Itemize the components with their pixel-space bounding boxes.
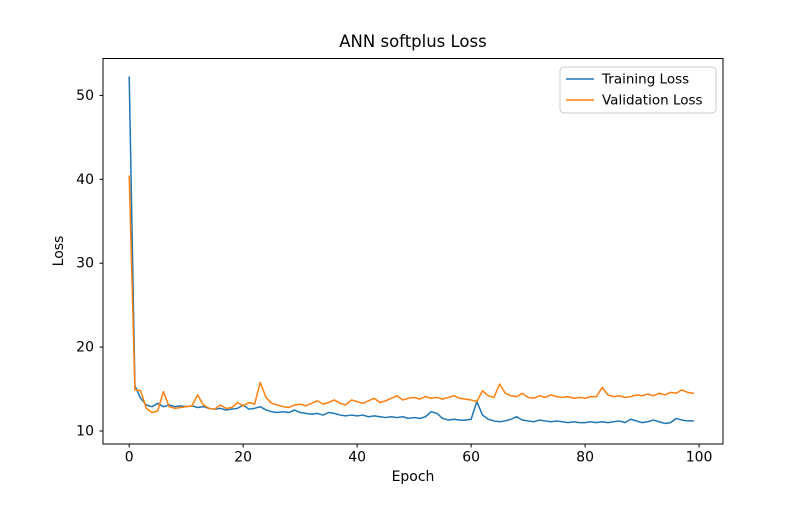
- legend-label-validation: Validation Loss: [602, 93, 703, 109]
- chart-title: ANN softplus Loss: [339, 32, 486, 51]
- y-axis-label: Loss: [51, 236, 67, 267]
- x-tick-label: 80: [576, 450, 594, 466]
- y-axis-ticks: 10 20 30 40 50: [76, 88, 103, 439]
- y-tick-label: 10: [76, 423, 94, 439]
- legend-label-training: Training Loss: [601, 72, 689, 88]
- legend: Training Loss Validation Loss: [559, 66, 717, 114]
- plot-area: [102, 58, 724, 445]
- x-tick-label: 20: [234, 450, 252, 466]
- legend-box: [559, 66, 717, 114]
- y-tick-label: 30: [76, 256, 94, 272]
- x-axis-label: Epoch: [392, 469, 435, 485]
- validation-loss-line: [128, 175, 695, 414]
- x-tick-label: 60: [462, 450, 480, 466]
- y-tick-label: 20: [76, 340, 94, 356]
- training-loss-line: [128, 76, 695, 425]
- y-tick-label: 40: [76, 172, 94, 188]
- x-tick-label: 0: [125, 450, 134, 466]
- series-lines: [128, 76, 695, 425]
- y-tick-label: 50: [76, 88, 94, 104]
- x-tick-label: 40: [348, 450, 366, 466]
- x-axis-ticks: 0 20 40 60 80 100: [125, 444, 713, 466]
- x-tick-label: 100: [686, 450, 713, 466]
